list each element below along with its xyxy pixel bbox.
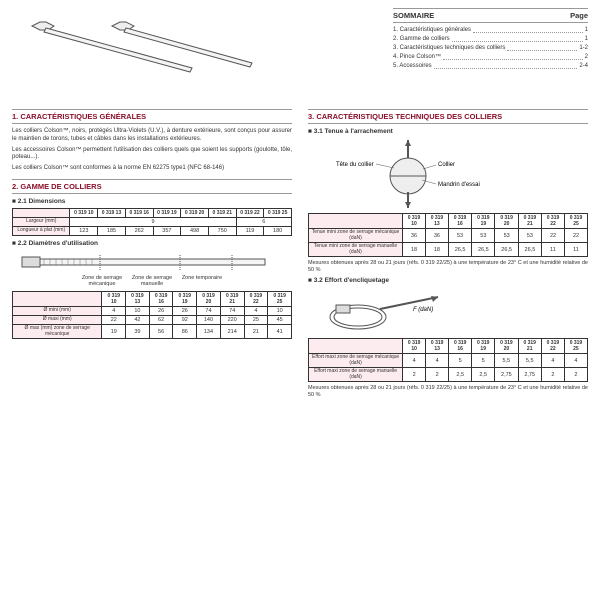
hero-image bbox=[12, 8, 373, 93]
svg-text:F (daN): F (daN) bbox=[413, 307, 433, 313]
section-1-title: 1. CARACTÉRISTIQUES GÉNÉRALES bbox=[12, 109, 292, 124]
effort-table: 0 319 100 319 130 319 160 319 190 319 20… bbox=[308, 338, 588, 382]
right-column: 3. CARACTÉRISTIQUES TECHNIQUES DES COLLI… bbox=[308, 103, 588, 402]
s1-p1: Les colliers Colson™, noirs, protégés Ul… bbox=[12, 128, 292, 144]
dimensions-table: 0 319 100 319 130 319 160 319 190 319 20… bbox=[12, 208, 292, 236]
effort-note: Mesures obtenues après 28 ou 21 jours (r… bbox=[308, 385, 588, 398]
sommaire-title: SOMMAIRE bbox=[393, 11, 434, 20]
svg-text:Tête du collier: Tête du collier bbox=[336, 162, 374, 168]
sommaire-page-label: Page bbox=[570, 11, 588, 20]
zone-3: Zone temporaire bbox=[181, 275, 223, 287]
s2-sub2: 2.2 Diamètres d'utilisation bbox=[12, 240, 292, 247]
pullout-diagram: Tête du collier Collier Mandrin d'essai bbox=[308, 138, 588, 210]
tenue-table: 0 319 100 319 130 319 160 319 190 319 20… bbox=[308, 213, 588, 257]
zone-1: Zone de serrage mécanique bbox=[81, 275, 123, 287]
s2-sub1: 2.1 Dimensions bbox=[12, 198, 292, 205]
zone-2: Zone de serrage manuelle bbox=[131, 275, 173, 287]
diameters-table: 0 319 100 319 130 319 160 319 190 319 20… bbox=[12, 291, 292, 339]
left-column: 1. CARACTÉRISTIQUES GÉNÉRALES Les collie… bbox=[12, 103, 292, 402]
svg-text:Mandrin d'essai: Mandrin d'essai bbox=[438, 182, 480, 188]
effort-diagram: F (daN) bbox=[308, 287, 588, 335]
s1-p3: Les colliers Colson™ sont conformes à la… bbox=[12, 165, 292, 173]
s3-sub2: 3.2 Effort d'encliquetage bbox=[308, 277, 588, 284]
s1-p2: Les accessoires Colson™ permettent l'uti… bbox=[12, 147, 292, 163]
diameter-diagram: Zone de serrage mécanique Zone de serrag… bbox=[12, 251, 292, 287]
sommaire: SOMMAIREPage 1. Caractéristiques général… bbox=[393, 8, 588, 93]
section-2-title: 2. GAMME DE COLLIERS bbox=[12, 179, 292, 194]
svg-text:Collier: Collier bbox=[438, 162, 455, 168]
tenue-note: Mesures obtenues après 28 ou 21 jours (r… bbox=[308, 260, 588, 273]
s3-sub1: 3.1 Tenue à l'arrachement bbox=[308, 128, 588, 135]
section-3-title: 3. CARACTÉRISTIQUES TECHNIQUES DES COLLI… bbox=[308, 109, 588, 124]
sommaire-row: 5. Accessoires2-4 bbox=[393, 62, 588, 71]
